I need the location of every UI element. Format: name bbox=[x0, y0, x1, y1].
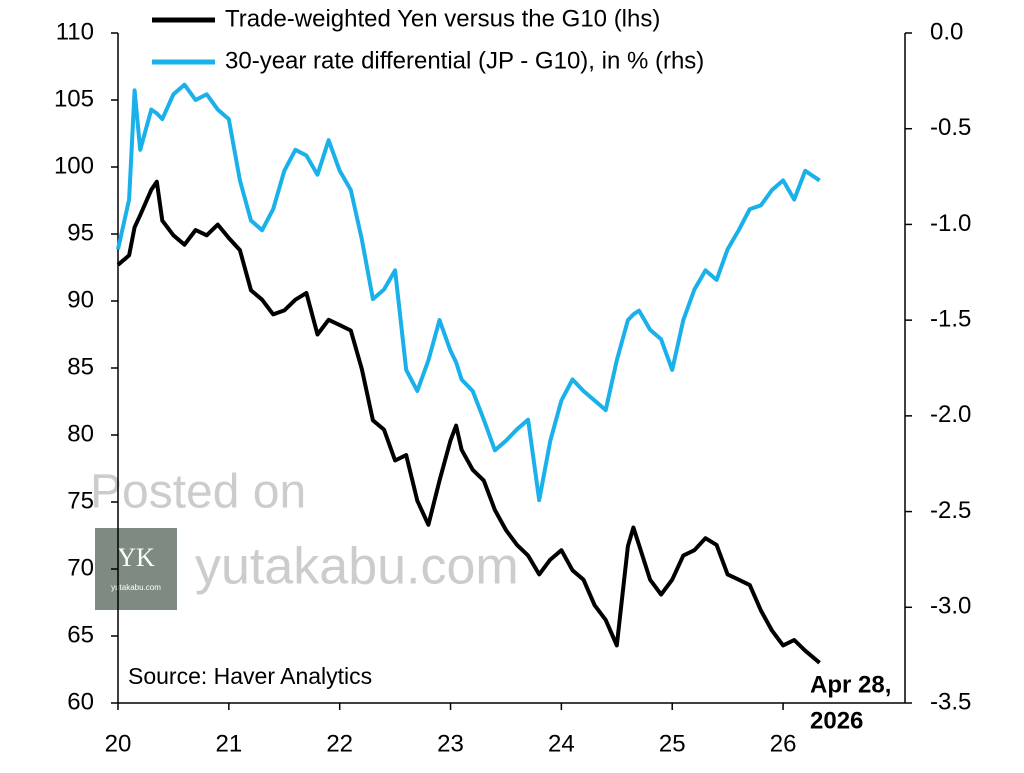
y-tick-label: 100 bbox=[54, 152, 94, 179]
date-note: Apr 28, bbox=[810, 671, 891, 698]
x-tick-label: 23 bbox=[437, 730, 464, 757]
series-line bbox=[116, 82, 821, 503]
series-line bbox=[116, 179, 821, 665]
y-tick-label: 80 bbox=[67, 420, 94, 447]
y2-tick-label: -1.5 bbox=[930, 305, 971, 332]
y2-tick-label: -0.5 bbox=[930, 114, 971, 141]
logo-text: YK bbox=[117, 543, 155, 572]
logo-caption: yutakabu.com bbox=[111, 583, 161, 592]
date-note: 2026 bbox=[810, 707, 863, 734]
watermark: Posted on bbox=[90, 466, 306, 519]
x-tick-label: 26 bbox=[770, 730, 797, 757]
watermark: yutakabu.com bbox=[195, 538, 519, 596]
legend-label: 30-year rate differential (JP - G10), in… bbox=[225, 47, 704, 74]
x-tick-label: 20 bbox=[105, 730, 132, 757]
y-tick-label: 70 bbox=[67, 554, 94, 581]
source: Source: Haver Analytics bbox=[128, 663, 372, 689]
y-tick-label: 95 bbox=[67, 219, 94, 246]
y2-tick-label: -1.0 bbox=[930, 210, 971, 237]
y2-tick-label: -3.5 bbox=[930, 688, 971, 715]
x-tick-label: 21 bbox=[215, 730, 242, 757]
y2-tick-label: 0.0 bbox=[930, 18, 963, 45]
legend-label: Trade-weighted Yen versus the G10 (lhs) bbox=[225, 5, 660, 32]
y-tick-label: 65 bbox=[67, 621, 94, 648]
y-tick-label: 85 bbox=[67, 353, 94, 380]
y-tick-label: 90 bbox=[67, 286, 94, 313]
y-tick-label: 110 bbox=[56, 18, 94, 45]
x-tick-label: 24 bbox=[548, 730, 575, 757]
x-tick-label: 25 bbox=[659, 730, 686, 757]
logo bbox=[95, 528, 177, 610]
y-tick-label: 60 bbox=[67, 688, 94, 715]
y2-tick-label: -3.0 bbox=[930, 593, 971, 620]
y2-tick-label: -2.0 bbox=[930, 401, 971, 428]
y2-tick-label: -2.5 bbox=[930, 497, 971, 524]
x-tick-label: 22 bbox=[326, 730, 353, 757]
y-tick-label: 75 bbox=[67, 487, 94, 514]
y-tick-label: 105 bbox=[54, 85, 94, 112]
